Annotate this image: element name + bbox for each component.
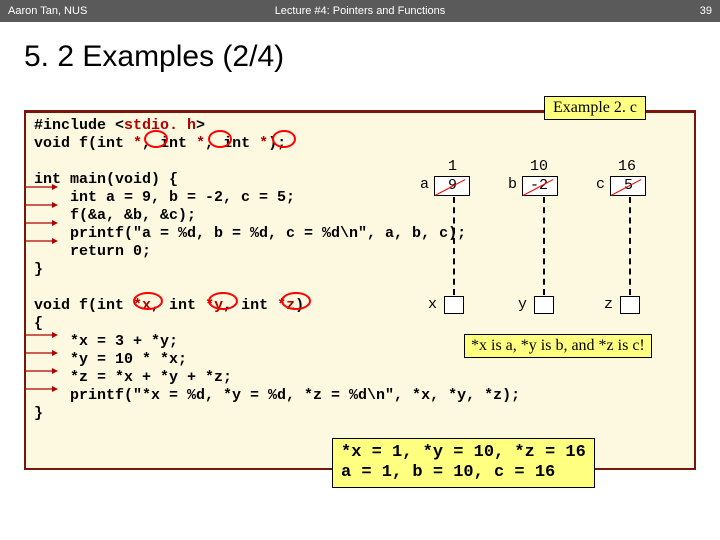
var-a-new: 1 <box>448 158 457 175</box>
titlebar-center: Lecture #4: Pointers and Functions <box>184 5 536 17</box>
arrows-main <box>24 182 60 272</box>
result-box: *x = 1, *y = 10, *z = 16 a = 1, b = 10, … <box>332 438 595 488</box>
page-heading: 5. 2 Examples (2/4) <box>0 22 720 84</box>
title-bar: Aaron Tan, NUS Lecture #4: Pointers and … <box>0 0 720 22</box>
var-b-new: 10 <box>530 158 548 175</box>
ptr-z-box <box>620 296 640 314</box>
ptr-z-label: z <box>604 296 613 313</box>
ptr-y-box <box>534 296 554 314</box>
result-line-1: *x = 1, *y = 10, *z = 16 <box>341 443 586 463</box>
titlebar-left: Aaron Tan, NUS <box>0 5 184 17</box>
code-box: #include <stdio. h> void f(int *, int *,… <box>24 110 696 470</box>
var-c-new: 16 <box>618 158 636 175</box>
ptr-x-box <box>444 296 464 314</box>
var-b-label: b <box>508 176 517 193</box>
ptr-y-label: y <box>518 296 527 313</box>
ptr-x-label: x <box>428 296 437 313</box>
var-c-label: c <box>596 176 605 193</box>
result-line-2: a = 1, b = 10, c = 16 <box>341 463 586 483</box>
dash-a <box>453 197 455 295</box>
titlebar-right: 39 <box>536 5 720 17</box>
file-label: Example 2. c <box>544 96 646 120</box>
dash-b <box>543 197 545 295</box>
arrows-f <box>24 330 60 410</box>
annotation: *x is a, *y is b, and *z is c! <box>464 334 652 358</box>
dash-c <box>629 197 631 295</box>
var-a-label: a <box>420 176 429 193</box>
